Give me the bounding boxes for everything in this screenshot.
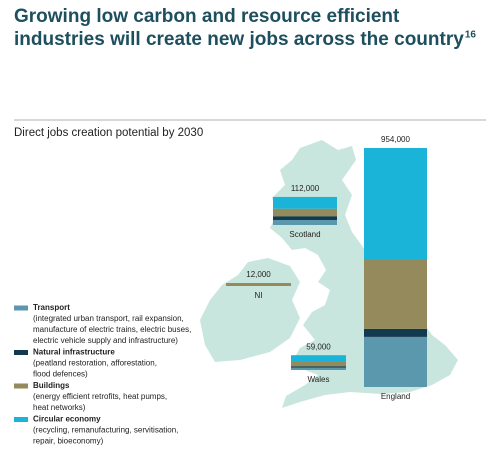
bar-segment [226, 282, 291, 284]
legend-description: electric vehicle supply and infrastructu… [33, 336, 178, 345]
total-label: 954,000 [381, 135, 410, 144]
legend-swatch [14, 350, 28, 355]
legend-swatch [14, 383, 28, 389]
legend-name: Natural infrastructure [33, 348, 115, 357]
bar-segment [291, 366, 346, 368]
bar-segment [226, 285, 291, 286]
total-label: 59,000 [306, 342, 331, 351]
legend-description: manufacture of electric trains, electric… [33, 325, 191, 334]
region-label: Wales [308, 375, 330, 384]
legend-name: Transport [33, 303, 70, 312]
total-label: 12,000 [246, 270, 271, 279]
title-note: 16 [465, 30, 477, 41]
chart-title: industries will create new jobs across t… [14, 29, 464, 50]
region-label: England [381, 392, 410, 401]
legend-description: (peatland restoration, afforestation, [33, 359, 157, 368]
legend-description: (energy efficient retrofits, heat pumps, [33, 392, 167, 401]
total-label: 112,000 [291, 184, 320, 193]
region-label: NI [255, 291, 263, 300]
region-label: Scotland [289, 230, 320, 239]
bar-segment [364, 336, 427, 387]
legend-name: Buildings [33, 381, 70, 390]
bar-segment [364, 259, 427, 329]
bar-segment [364, 148, 427, 260]
bar-segment [273, 219, 337, 225]
bar-segment [291, 367, 346, 370]
legend-description: (recycling, remanufacturing, servitisati… [33, 426, 178, 435]
bar-segment [273, 216, 337, 220]
bar-segment [273, 208, 337, 217]
bar-segment [364, 328, 427, 337]
chart-title: Growing low carbon and resource efficien… [14, 6, 400, 27]
legend-description: (integrated urban transport, rail expans… [33, 314, 184, 323]
bar-segment [273, 196, 337, 209]
bar-segment [291, 355, 346, 362]
chart-subtitle: Direct jobs creation potential by 2030 [14, 127, 203, 139]
bar-segment [291, 361, 346, 367]
legend-description: heat networks) [33, 403, 86, 412]
legend-description: repair, bioeconomy) [33, 437, 104, 446]
bar-segment [226, 283, 291, 286]
legend-description: flood defences) [33, 370, 88, 379]
legend-name: Circular economy [33, 415, 101, 424]
legend-swatch [14, 305, 28, 311]
legend-swatch [14, 417, 28, 422]
